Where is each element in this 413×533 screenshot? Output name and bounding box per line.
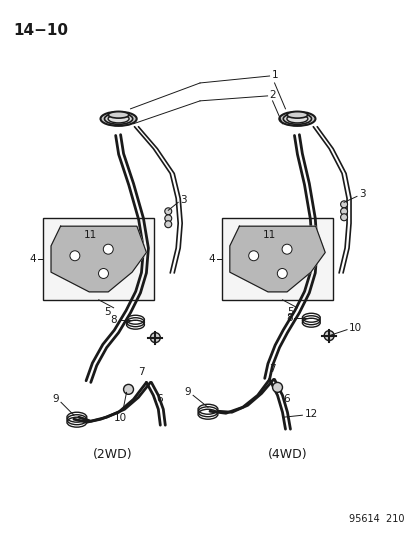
Polygon shape (51, 226, 146, 292)
Text: 11: 11 (262, 230, 275, 240)
Text: 9: 9 (184, 387, 191, 397)
Circle shape (150, 333, 160, 343)
Text: 8: 8 (285, 313, 292, 323)
Text: 8: 8 (110, 314, 116, 325)
Ellipse shape (286, 111, 307, 118)
Ellipse shape (100, 111, 136, 126)
Text: 1: 1 (271, 70, 278, 80)
Text: (4WD): (4WD) (267, 448, 306, 461)
Text: 7: 7 (269, 365, 275, 375)
Text: 95614  210: 95614 210 (348, 514, 404, 523)
Polygon shape (229, 226, 325, 292)
Text: 6: 6 (156, 394, 163, 405)
Circle shape (277, 269, 287, 278)
Text: 3: 3 (358, 189, 365, 199)
Ellipse shape (286, 115, 307, 123)
Text: 14−10: 14−10 (13, 23, 68, 38)
Text: 7: 7 (138, 367, 145, 377)
Text: 10: 10 (348, 322, 361, 333)
Ellipse shape (282, 113, 311, 124)
Bar (43, 218, 154, 300)
Circle shape (272, 382, 282, 392)
Text: 4: 4 (29, 254, 36, 264)
Text: 6: 6 (283, 394, 290, 405)
Circle shape (103, 244, 113, 254)
Circle shape (340, 208, 347, 215)
Circle shape (70, 251, 80, 261)
Text: 2: 2 (269, 90, 275, 100)
Circle shape (340, 214, 347, 221)
Circle shape (323, 330, 333, 341)
Text: 10: 10 (114, 413, 127, 423)
Circle shape (248, 251, 258, 261)
Text: 12: 12 (304, 409, 317, 419)
Circle shape (281, 244, 291, 254)
Circle shape (98, 269, 108, 278)
Circle shape (164, 215, 171, 222)
Text: 11: 11 (84, 230, 97, 240)
Ellipse shape (108, 111, 128, 118)
Ellipse shape (108, 115, 129, 123)
Circle shape (123, 384, 133, 394)
Text: 9: 9 (52, 394, 59, 405)
Ellipse shape (279, 111, 315, 126)
Circle shape (340, 201, 347, 208)
Ellipse shape (104, 113, 133, 124)
Bar (221, 218, 332, 300)
Text: 3: 3 (180, 196, 186, 205)
Text: 4: 4 (208, 254, 214, 264)
Text: 5: 5 (103, 307, 110, 317)
Text: (2WD): (2WD) (93, 448, 132, 461)
Circle shape (164, 208, 171, 215)
Text: 5: 5 (287, 307, 293, 317)
Circle shape (164, 221, 171, 228)
